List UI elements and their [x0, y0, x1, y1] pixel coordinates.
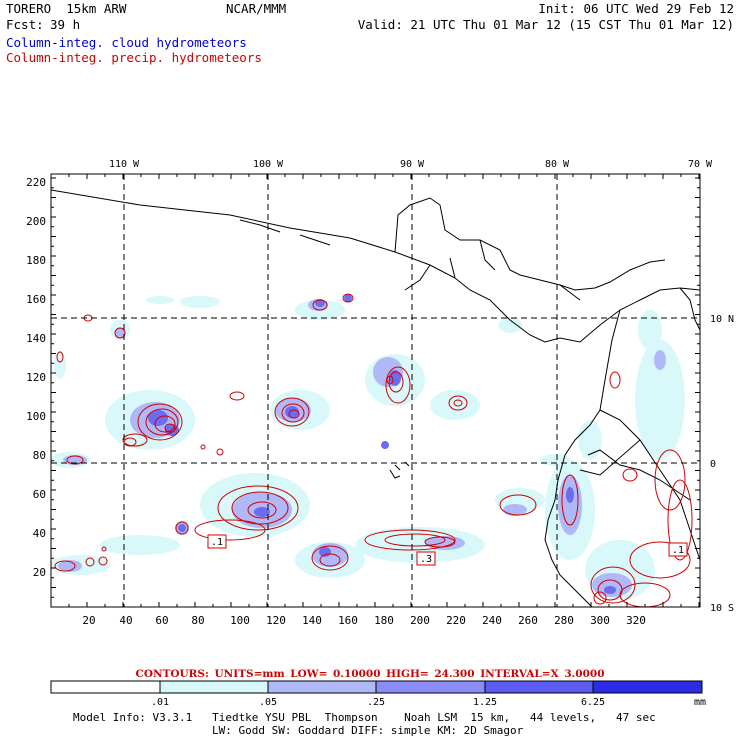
y-tick-label: 40 — [33, 527, 46, 540]
y-tick-label: 200 — [26, 215, 46, 228]
latitude-label: 10 N — [710, 314, 734, 325]
x-tick-labels: 20 40 60 80 100 120 140 160 180 200 220 … — [82, 614, 646, 627]
colorbar-tick-label: 6.25 — [581, 697, 605, 708]
colorbar-tick-label: .05 — [259, 697, 277, 708]
color-bin — [268, 681, 376, 693]
x-tick-label: 160 — [338, 614, 358, 627]
x-tick-marks — [50, 174, 700, 607]
color-scale-bar: .01 .05 .25 1.25 6.25 mm — [50, 680, 706, 708]
contour-info: CONTOURS: UNITS=mm LOW= 0.10000 HIGH= 24… — [135, 668, 605, 680]
model-name: TORERO 15km ARW — [6, 1, 127, 16]
forecast-hours: 39 h — [50, 17, 81, 32]
color-bin — [593, 681, 702, 693]
y-tick-label: 160 — [26, 293, 46, 306]
colorbar-unit: mm — [694, 697, 706, 708]
x-tick-label: 300 — [590, 614, 610, 627]
longitude-label: 80 W — [545, 159, 570, 170]
y-tick-label: 140 — [26, 332, 46, 345]
x-tick-label: 280 — [554, 614, 574, 627]
latitude-label: 10 S — [710, 603, 734, 614]
x-tick-label: 200 — [410, 614, 430, 627]
longitude-label: 100 W — [253, 159, 284, 170]
y-tick-label: 180 — [26, 254, 46, 267]
model-info-line1: Model Info: V3.3.1 Tiedtke YSU PBL Thomp… — [73, 711, 656, 724]
init-time: Init: 06 UTC Wed 29 Feb 12 — [538, 1, 734, 16]
lat-lon-grid — [51, 174, 700, 607]
contour-value-label: .1 — [211, 537, 223, 548]
latitude-labels: 10 N 0 10 S — [710, 314, 734, 614]
color-bin — [160, 681, 268, 693]
precip-field-title: Column-integ. precip. hydrometeors — [6, 50, 262, 65]
y-tick-label: 60 — [33, 488, 46, 501]
color-bin — [51, 681, 160, 693]
x-tick-label: 260 — [518, 614, 538, 627]
x-tick-label: 320 — [626, 614, 646, 627]
longitude-labels: 110 W 100 W 90 W 80 W 70 W — [109, 159, 713, 170]
y-tick-marks — [51, 177, 700, 608]
x-tick-label: 180 — [374, 614, 394, 627]
y-tick-label: 100 — [26, 410, 46, 423]
contour-value-label: .1 — [672, 545, 684, 556]
precip-contours — [54, 293, 693, 607]
x-tick-label: 220 — [446, 614, 466, 627]
cloud-field-title: Column-integ. cloud hydrometeors — [6, 35, 247, 50]
organization: NCAR/MMM — [226, 1, 287, 16]
x-tick-label: 20 — [82, 614, 95, 627]
y-tick-label: 20 — [33, 566, 46, 579]
y-tick-label: 220 — [26, 176, 46, 189]
x-tick-label: 140 — [302, 614, 322, 627]
y-tick-labels: 20 40 60 80 100 120 140 160 180 200 220 — [26, 176, 46, 579]
color-bin — [485, 681, 593, 693]
colorbar-tick-label: 1.25 — [473, 697, 497, 708]
x-tick-label: 240 — [482, 614, 502, 627]
color-bin — [376, 681, 485, 693]
contour-value-labels: .1 .3 .1 — [207, 534, 688, 566]
longitude-label: 70 W — [688, 159, 713, 170]
forecast-label: Fcst: — [6, 17, 44, 32]
model-info-line2: LW: Godd SW: Goddard DIFF: simple KM: 2D… — [212, 724, 524, 737]
y-tick-label: 80 — [33, 449, 46, 462]
x-tick-label: 40 — [119, 614, 132, 627]
longitude-label: 110 W — [109, 159, 140, 170]
longitude-label: 90 W — [400, 159, 425, 170]
cloud-hydrometeor-field — [51, 294, 685, 600]
x-tick-label: 120 — [266, 614, 286, 627]
contour-value-label: .3 — [420, 554, 432, 565]
x-tick-label: 100 — [230, 614, 250, 627]
y-tick-label: 120 — [26, 371, 46, 384]
valid-time: Valid: 21 UTC Thu 01 Mar 12 (15 CST Thu … — [357, 17, 734, 32]
x-tick-label: 80 — [191, 614, 204, 627]
x-tick-label: 60 — [155, 614, 168, 627]
colorbar-tick-label: .01 — [151, 697, 169, 708]
colorbar-tick-label: .25 — [367, 697, 385, 708]
latitude-label: 0 — [710, 459, 716, 470]
